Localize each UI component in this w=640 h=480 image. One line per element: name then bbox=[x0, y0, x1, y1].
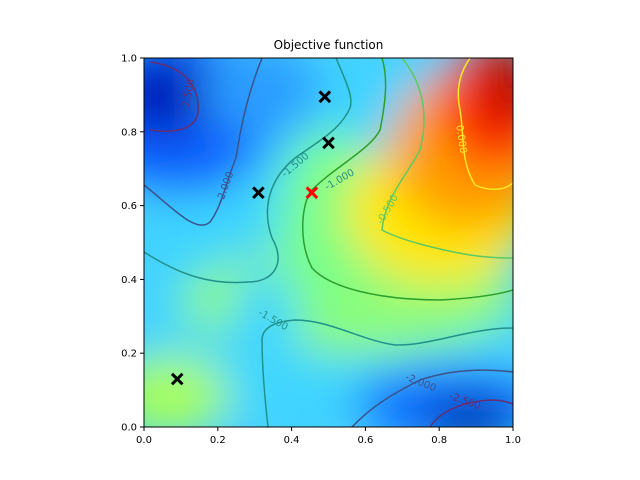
sample-markers bbox=[170, 90, 335, 386]
contour-line bbox=[144, 58, 352, 284]
plot-area: -2.500-2.000-1.500-1.000-0.5000.000-1.50… bbox=[144, 58, 513, 427]
plot-frame bbox=[143, 57, 514, 428]
contour-line bbox=[144, 58, 263, 226]
sample-point bbox=[170, 372, 184, 386]
chart-title: Objective function bbox=[274, 38, 384, 52]
contour-line bbox=[457, 58, 513, 191]
contour-line bbox=[261, 319, 513, 427]
y-tick-label: 0.4 bbox=[121, 275, 137, 286]
y-tick-label: 0.0 bbox=[121, 423, 137, 434]
y-tick-label: 0.2 bbox=[121, 349, 137, 360]
contour-label: 0.000 bbox=[453, 124, 468, 154]
y-tick-label: 1.0 bbox=[121, 54, 137, 65]
y-tick-label: 0.8 bbox=[121, 127, 137, 138]
contour-line bbox=[302, 58, 513, 301]
x-tick-label: 0.6 bbox=[357, 435, 373, 446]
contour-line bbox=[149, 61, 199, 132]
x-tick-label: 0.4 bbox=[284, 435, 300, 446]
x-axis: 0.0 0.2 0.4 0.6 0.8 1.0 bbox=[136, 427, 521, 446]
sample-point bbox=[252, 186, 265, 200]
x-tick-label: 0.0 bbox=[136, 435, 152, 446]
x-tick-label: 0.8 bbox=[431, 435, 447, 446]
contour-line bbox=[351, 369, 513, 427]
y-tick-label: 0.6 bbox=[121, 201, 137, 212]
y-axis: 0.0 0.2 0.4 0.6 0.8 1.0 bbox=[121, 54, 144, 434]
sample-point bbox=[305, 186, 319, 200]
contour-lines bbox=[144, 58, 513, 427]
contour-line bbox=[381, 58, 513, 259]
x-tick-label: 0.2 bbox=[210, 435, 226, 446]
contour-line bbox=[429, 399, 513, 427]
sample-point bbox=[318, 90, 332, 104]
x-tick-label: 1.0 bbox=[505, 435, 521, 446]
sample-point bbox=[322, 136, 335, 150]
